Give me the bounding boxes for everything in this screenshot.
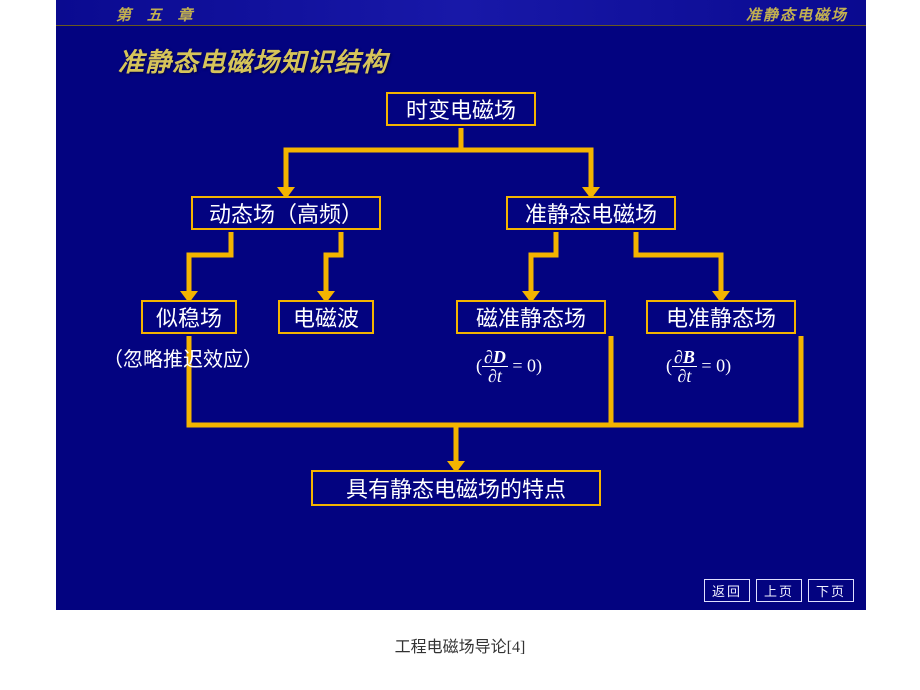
- nav-next-button[interactable]: 下页: [808, 579, 854, 602]
- slide-frame: 第 五 章 准静态电磁场 准静态电磁场知识结构 时变电磁场动态场（高频） 准静态电…: [56, 0, 866, 610]
- header-bar: 第 五 章 准静态电磁场: [56, 0, 866, 26]
- flowchart-node: 似稳场: [141, 300, 237, 334]
- topic-label: 准静态电磁场: [746, 4, 848, 25]
- flowchart-node: 具有静态电磁场的特点: [311, 470, 601, 506]
- flowchart-node: 磁准静态场: [456, 300, 606, 334]
- flowchart-node: 准静态电磁场: [506, 196, 676, 230]
- flowchart-node: 动态场（高频）: [191, 196, 381, 230]
- flowchart-node: 电磁波: [278, 300, 374, 334]
- flowchart-note: （忽略推迟效应）: [103, 343, 263, 372]
- flowchart-edge: [189, 232, 231, 300]
- slide-title: 准静态电磁场知识结构: [118, 42, 388, 79]
- flowchart-node: 时变电磁场: [386, 92, 536, 126]
- chapter-label: 第 五 章: [116, 4, 199, 25]
- flowchart-edge: [326, 232, 341, 300]
- nav-prev-button[interactable]: 上页: [756, 579, 802, 602]
- flowchart-formula: (∂B∂t = 0): [666, 348, 731, 387]
- nav-buttons: 返回 上页 下页: [704, 579, 854, 602]
- flowchart-edge: [286, 128, 461, 196]
- flowchart-edge: [636, 232, 721, 300]
- nav-back-button[interactable]: 返回: [704, 579, 750, 602]
- page-caption: 工程电磁场导论[4]: [0, 633, 920, 657]
- flowchart-formula: (∂D∂t = 0): [476, 348, 542, 387]
- flowchart-edge: [461, 128, 591, 196]
- flowchart-edge: [531, 232, 556, 300]
- flowchart-node: 电准静态场: [646, 300, 796, 334]
